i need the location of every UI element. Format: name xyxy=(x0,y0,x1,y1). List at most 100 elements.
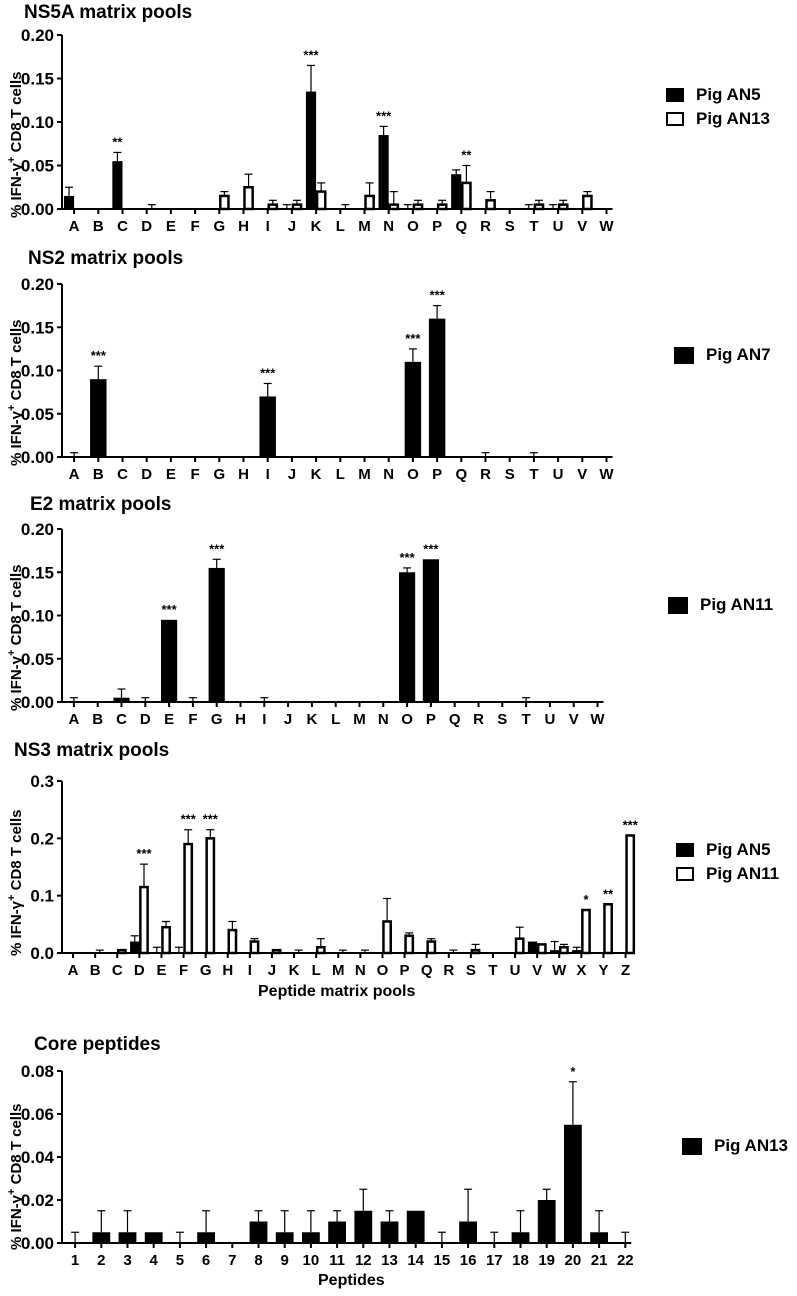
svg-text:S: S xyxy=(497,711,507,728)
svg-text:0.05: 0.05 xyxy=(21,650,54,669)
svg-text:P: P xyxy=(432,466,442,483)
svg-text:19: 19 xyxy=(538,1252,555,1269)
svg-text:O: O xyxy=(401,711,413,728)
svg-text:11: 11 xyxy=(329,1252,345,1269)
svg-text:A: A xyxy=(68,962,79,979)
svg-text:Z: Z xyxy=(621,962,630,979)
filled-swatch-icon xyxy=(668,596,688,614)
svg-text:0.00: 0.00 xyxy=(21,448,54,467)
svg-text:10: 10 xyxy=(303,1252,320,1269)
panel-title: E2 matrix pools xyxy=(30,494,172,515)
svg-text:F: F xyxy=(179,962,188,979)
svg-text:L: L xyxy=(336,466,345,483)
svg-text:U: U xyxy=(553,466,564,483)
legend-label: Pig AN13 xyxy=(714,1136,789,1155)
svg-text:5: 5 xyxy=(176,1252,184,1269)
svg-text:***: *** xyxy=(260,365,276,380)
svg-text:***: *** xyxy=(162,602,178,617)
svg-text:***: *** xyxy=(91,348,107,363)
bar-chart: 0.00 0.05 0.10 0.15 0.20 A B C D E *** F G *** H I J K L M N… xyxy=(21,520,606,728)
svg-text:13: 13 xyxy=(381,1252,398,1269)
filled-swatch-icon xyxy=(666,88,684,102)
svg-text:A: A xyxy=(69,218,80,235)
svg-text:9: 9 xyxy=(281,1252,289,1269)
svg-text:J: J xyxy=(268,962,276,979)
svg-text:K: K xyxy=(306,711,317,728)
legend-label: Pig AN13 xyxy=(696,109,771,128)
svg-text:*: * xyxy=(570,1064,576,1079)
svg-text:0.08: 0.08 xyxy=(21,1062,54,1081)
svg-text:Q: Q xyxy=(421,962,433,979)
svg-text:0.10: 0.10 xyxy=(21,607,54,626)
x-axis-title: Peptides xyxy=(318,1272,385,1289)
svg-text:J: J xyxy=(288,466,296,483)
svg-text:18: 18 xyxy=(512,1252,529,1269)
svg-text:E: E xyxy=(166,466,176,483)
svg-text:0.20: 0.20 xyxy=(21,26,54,45)
legend-label: Pig AN7 xyxy=(706,345,771,364)
svg-text:I: I xyxy=(266,466,270,483)
svg-text:G: G xyxy=(211,711,223,728)
svg-text:0.15: 0.15 xyxy=(21,70,54,89)
svg-text:***: *** xyxy=(423,541,439,556)
svg-text:20: 20 xyxy=(565,1252,582,1269)
svg-text:8: 8 xyxy=(254,1252,262,1269)
svg-text:H: H xyxy=(238,466,249,483)
svg-text:U: U xyxy=(553,218,564,235)
svg-text:1: 1 xyxy=(71,1252,79,1269)
svg-text:G: G xyxy=(213,218,225,235)
svg-text:C: C xyxy=(112,962,123,979)
svg-text:K: K xyxy=(311,466,322,483)
svg-text:***: *** xyxy=(430,288,446,303)
svg-text:F: F xyxy=(191,218,200,235)
svg-text:V: V xyxy=(577,466,587,483)
svg-text:4: 4 xyxy=(150,1252,159,1269)
legend: Pig AN11 xyxy=(668,593,773,617)
legend-label: Pig AN5 xyxy=(706,840,771,859)
panel-title: NS2 matrix pools xyxy=(28,248,184,269)
svg-text:0.20: 0.20 xyxy=(21,275,54,294)
svg-text:E: E xyxy=(166,218,176,235)
svg-text:A: A xyxy=(69,466,80,483)
svg-text:E: E xyxy=(156,962,166,979)
svg-text:0.05: 0.05 xyxy=(21,157,54,176)
svg-text:R: R xyxy=(473,711,484,728)
svg-text:C: C xyxy=(116,711,127,728)
svg-text:P: P xyxy=(426,711,436,728)
svg-text:S: S xyxy=(505,218,515,235)
svg-text:0.15: 0.15 xyxy=(21,563,54,582)
svg-text:16: 16 xyxy=(460,1252,477,1269)
svg-text:O: O xyxy=(377,962,389,979)
svg-text:E: E xyxy=(164,711,174,728)
svg-text:0.10: 0.10 xyxy=(21,362,54,381)
svg-text:0.20: 0.20 xyxy=(21,520,54,539)
legend-item: Pig AN11 xyxy=(668,593,773,617)
svg-text:R: R xyxy=(480,466,491,483)
svg-text:***: *** xyxy=(400,550,416,565)
legend: Pig AN7 xyxy=(674,343,771,367)
legend-item: Pig AN13 xyxy=(682,1134,788,1158)
svg-text:U: U xyxy=(544,711,555,728)
svg-text:*: * xyxy=(583,892,589,907)
svg-text:T: T xyxy=(488,962,497,979)
svg-text:0.2: 0.2 xyxy=(30,829,54,848)
svg-text:T: T xyxy=(529,218,538,235)
bar-chart: 0.00 0.05 0.10 0.15 0.20 A B C ** D E F G H I J K *** L M N *… xyxy=(21,26,615,235)
svg-text:P: P xyxy=(400,962,410,979)
svg-text:D: D xyxy=(140,711,151,728)
svg-text:J: J xyxy=(288,218,296,235)
bar-chart: 0.00.10.20.3A B C D***E F***G***H I J K L M N O P Q R S… xyxy=(30,772,638,979)
svg-text:M: M xyxy=(353,711,366,728)
svg-text:C: C xyxy=(117,466,128,483)
svg-text:0.10: 0.10 xyxy=(21,113,54,132)
svg-text:0.02: 0.02 xyxy=(21,1191,54,1210)
legend-item: Pig AN5 xyxy=(676,838,779,862)
svg-text:P: P xyxy=(432,218,442,235)
filled-swatch-icon xyxy=(674,346,694,364)
svg-text:0.06: 0.06 xyxy=(21,1105,54,1124)
svg-text:K: K xyxy=(289,962,300,979)
svg-text:***: *** xyxy=(209,541,225,556)
svg-text:V: V xyxy=(532,962,542,979)
svg-text:W: W xyxy=(552,962,567,979)
